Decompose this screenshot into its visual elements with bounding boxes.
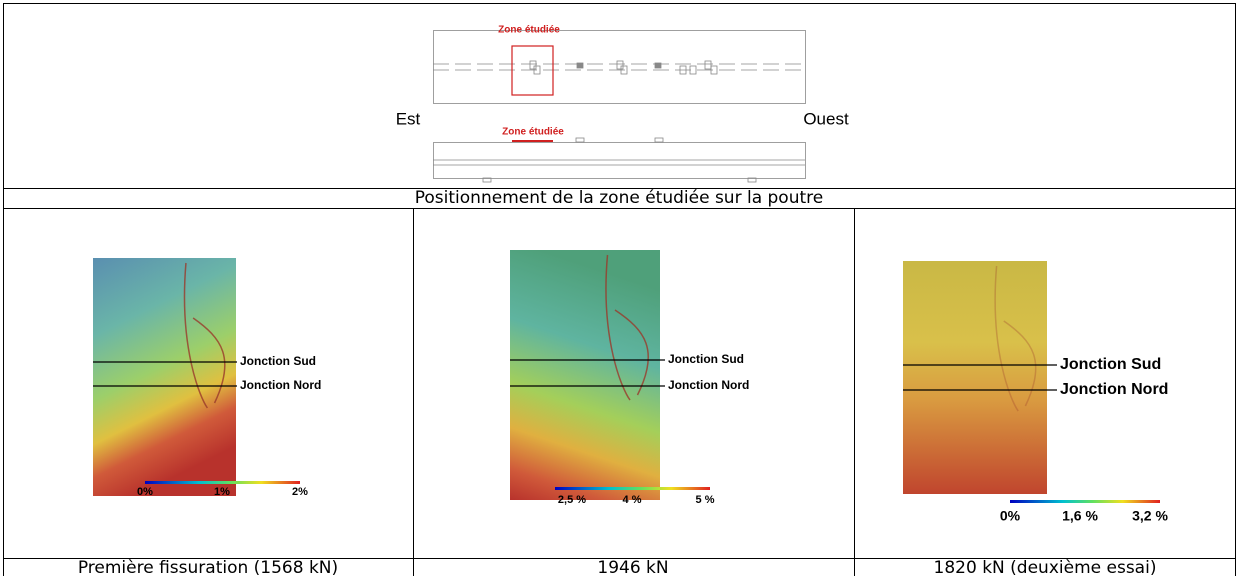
crack (994, 265, 1037, 412)
colorbar (555, 487, 710, 490)
strain-map (93, 258, 236, 496)
zone-label: Zone étudiée (498, 25, 560, 36)
junction-label: Jonction Nord (240, 378, 321, 392)
junction-label: Jonction Sud (668, 352, 744, 366)
crack (183, 262, 226, 409)
colorbar (1010, 500, 1160, 503)
panel-caption: 1946 kN (597, 558, 668, 576)
junction-label: Jonction Sud (240, 354, 316, 368)
west-label: Ouest (803, 109, 849, 128)
panel-caption: Première fissuration (1568 kN) (78, 558, 338, 576)
scale-label: 1,6 % (1062, 508, 1098, 524)
east-label: Est (396, 109, 421, 128)
scale-label: 2,5 % (558, 494, 586, 506)
junction-label: Jonction Nord (668, 378, 749, 392)
scale-label: 0% (1000, 508, 1021, 524)
scale-label: 2% (292, 486, 308, 498)
scale-label: 1% (214, 486, 230, 498)
zone-label: Zone étudiée (502, 127, 564, 138)
crack (605, 254, 650, 401)
beam-plan (433, 30, 806, 104)
scale-label: 3,2 % (1132, 508, 1168, 524)
colorbar (145, 481, 300, 484)
scale-label: 0% (137, 486, 153, 498)
junction-label: Jonction Nord (1060, 381, 1168, 398)
scale-label: 4 % (623, 494, 642, 506)
caption: Positionnement de la zone étudiée sur la… (415, 188, 823, 208)
strain-map (510, 250, 660, 500)
scale-label: 5 % (696, 494, 715, 506)
strain-map (903, 261, 1047, 494)
table-grid (3, 3, 1236, 581)
panel-caption: 1820 kN (deuxième essai) (934, 558, 1157, 576)
beam-elevation (433, 137, 806, 183)
junction-label: Jonction Sud (1060, 356, 1161, 373)
